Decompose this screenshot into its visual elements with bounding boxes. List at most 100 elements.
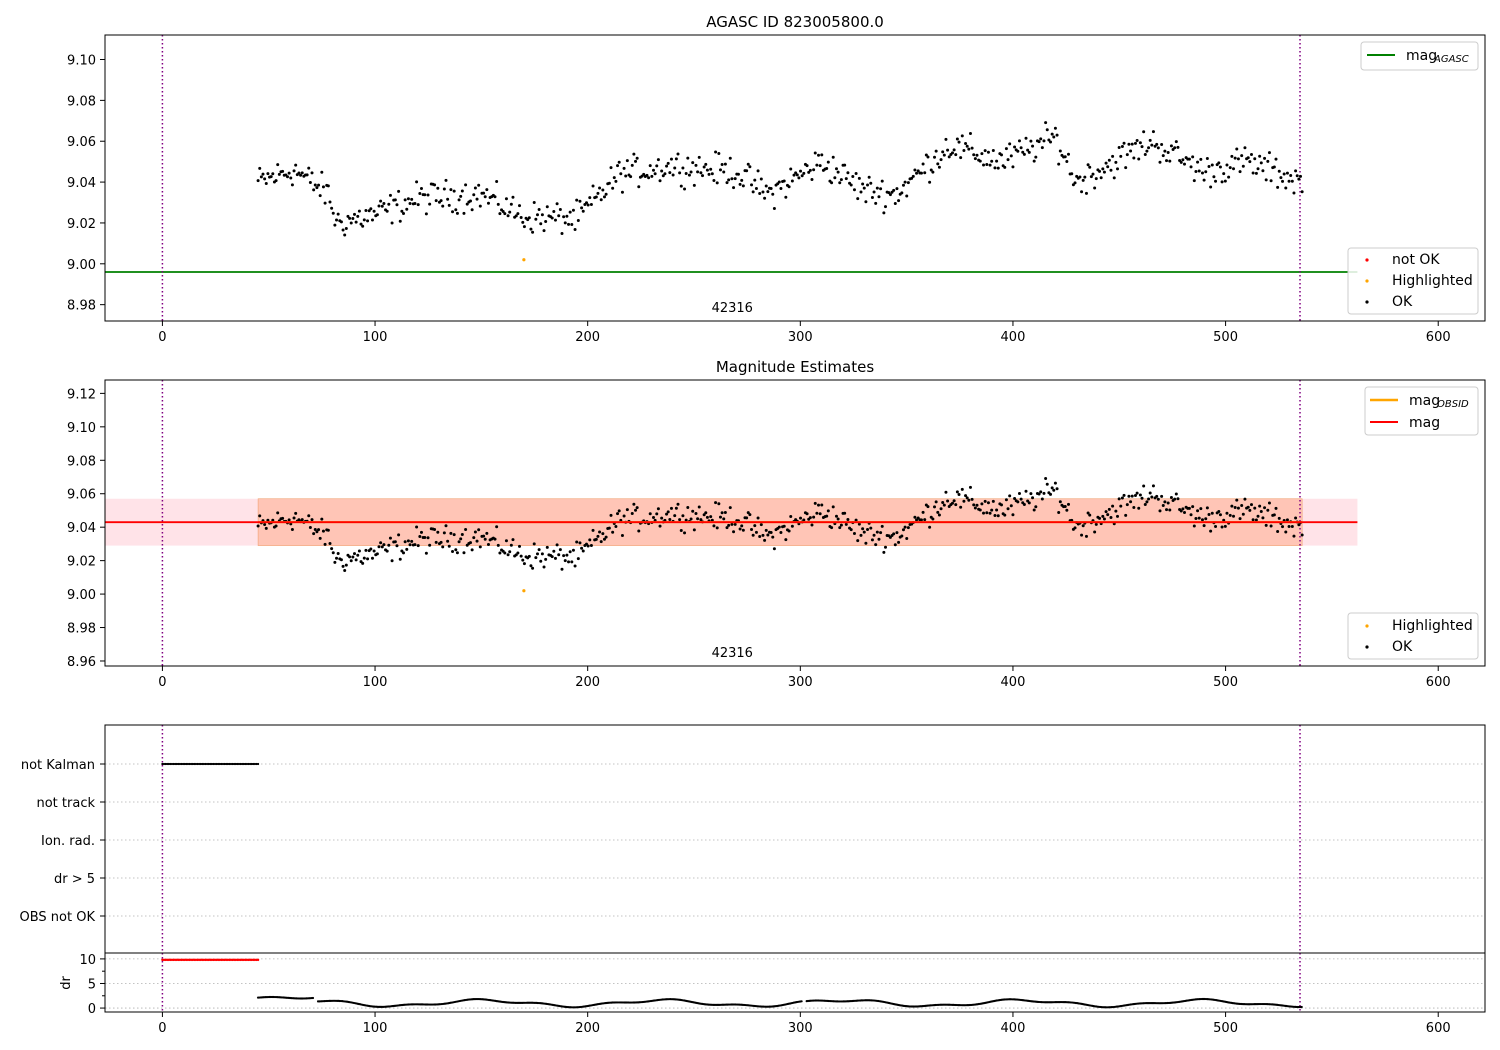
ok-point bbox=[442, 531, 446, 535]
ok-point bbox=[313, 183, 317, 187]
ok-point bbox=[723, 510, 727, 514]
ok-point bbox=[846, 171, 850, 175]
ok-point bbox=[1120, 145, 1124, 149]
ok-point bbox=[980, 152, 984, 156]
ok-point bbox=[1058, 149, 1062, 153]
ok-point bbox=[901, 183, 905, 187]
ok-point bbox=[1299, 174, 1303, 178]
not-kalman-point bbox=[236, 762, 239, 766]
ok-point bbox=[1073, 181, 1077, 185]
ok-point bbox=[310, 518, 314, 522]
ok-point bbox=[352, 552, 356, 556]
ok-point bbox=[1251, 518, 1255, 522]
ok-point bbox=[1132, 156, 1136, 160]
ok-point bbox=[705, 168, 709, 172]
ok-point bbox=[1104, 161, 1108, 165]
ok-point bbox=[1016, 500, 1020, 504]
ok-point bbox=[413, 201, 417, 205]
ok-point bbox=[1063, 504, 1067, 508]
ok-point bbox=[1026, 148, 1030, 152]
ok-point bbox=[1021, 150, 1025, 154]
ok-point bbox=[388, 536, 392, 540]
ok-point bbox=[1199, 507, 1203, 511]
y-tick-label: 9.04 bbox=[67, 521, 96, 536]
ok-point bbox=[315, 530, 319, 534]
ok-point bbox=[663, 518, 667, 522]
ok-point bbox=[1267, 501, 1271, 505]
ok-point bbox=[683, 531, 687, 535]
ok-point bbox=[967, 498, 971, 502]
ok-point bbox=[799, 169, 803, 173]
ok-point bbox=[653, 172, 657, 176]
ok-point bbox=[851, 174, 855, 178]
ok-point bbox=[426, 536, 430, 540]
ok-point bbox=[1098, 516, 1102, 520]
ok-point bbox=[588, 196, 592, 200]
ok-point bbox=[839, 178, 843, 182]
ok-point bbox=[1236, 506, 1240, 510]
legend-agasc-sub: AGASC bbox=[1433, 54, 1469, 65]
ok-point bbox=[1210, 511, 1214, 515]
ok-point bbox=[482, 534, 486, 538]
ok-point bbox=[728, 506, 732, 510]
ok-point bbox=[699, 518, 703, 522]
ok-point bbox=[862, 530, 866, 534]
ok-point bbox=[957, 140, 961, 144]
ok-point bbox=[261, 172, 265, 176]
ok-point bbox=[1256, 514, 1260, 518]
ok-point bbox=[1129, 149, 1133, 153]
x-tick-label: 300 bbox=[788, 675, 813, 690]
ok-point bbox=[318, 536, 322, 540]
ok-point bbox=[728, 156, 732, 160]
ok-point bbox=[580, 206, 584, 210]
ok-point bbox=[673, 166, 677, 170]
ok-point bbox=[281, 516, 285, 520]
ok-point bbox=[1140, 496, 1144, 500]
not-kalman-point bbox=[204, 762, 207, 766]
ok-point bbox=[1022, 152, 1026, 156]
ok-point bbox=[880, 179, 884, 183]
ok-point bbox=[567, 560, 571, 564]
ok-point bbox=[508, 550, 512, 554]
ok-point bbox=[849, 183, 853, 187]
ok-point bbox=[870, 196, 874, 200]
ok-point bbox=[897, 540, 901, 544]
mid-legend-lines: mag OBSID mag bbox=[1364, 386, 1479, 436]
ok-point bbox=[398, 219, 402, 223]
ok-point bbox=[913, 515, 917, 519]
ok-point bbox=[676, 152, 680, 156]
ok-point bbox=[604, 535, 608, 539]
ok-point bbox=[1148, 138, 1152, 142]
x-tick-label: 300 bbox=[788, 330, 813, 345]
mid-data-layer bbox=[105, 380, 1358, 666]
ok-point bbox=[1140, 145, 1144, 149]
ok-point bbox=[518, 544, 522, 548]
ok-point bbox=[730, 177, 734, 181]
ok-point bbox=[849, 528, 853, 532]
ok-point bbox=[449, 531, 453, 535]
ok-point bbox=[857, 176, 861, 180]
not-kalman-point bbox=[212, 762, 215, 766]
ok-point bbox=[779, 530, 783, 534]
ok-point bbox=[616, 512, 620, 516]
not-kalman-point bbox=[237, 762, 241, 766]
ok-point bbox=[933, 155, 937, 159]
ok-point bbox=[1084, 534, 1088, 538]
ok-point bbox=[1042, 139, 1046, 143]
top-obsid-label: 42316 bbox=[712, 301, 753, 316]
ok-point bbox=[1111, 504, 1115, 508]
ok-point bbox=[348, 216, 352, 220]
ok-point bbox=[1259, 161, 1263, 165]
ok-point bbox=[545, 545, 549, 549]
ok-point bbox=[893, 201, 897, 205]
ok-point bbox=[428, 202, 432, 206]
ok-point bbox=[1194, 517, 1198, 521]
mid-obsid-label: 42316 bbox=[712, 646, 753, 661]
ok-point bbox=[1269, 524, 1273, 528]
ok-point bbox=[722, 517, 726, 521]
ok-point bbox=[550, 555, 554, 559]
ok-point bbox=[472, 536, 476, 540]
ok-point bbox=[905, 194, 909, 198]
ok-point bbox=[746, 511, 750, 515]
ok-point bbox=[1297, 523, 1301, 527]
